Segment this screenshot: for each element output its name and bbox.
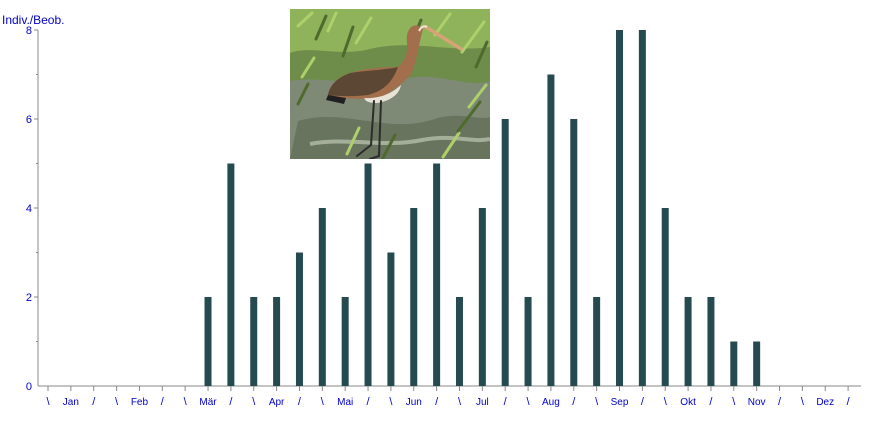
x-tick-label: / — [641, 396, 645, 408]
bar — [570, 119, 578, 386]
x-tick-label: Jan — [63, 397, 79, 408]
x-tick-label: Nov — [748, 397, 766, 408]
bar — [524, 297, 532, 386]
x-tick-label: \ — [46, 396, 50, 408]
x-tick-label: / — [229, 396, 233, 408]
bar — [364, 163, 372, 386]
y-tick-label: 8 — [26, 25, 32, 37]
bar — [433, 163, 441, 386]
bar — [341, 297, 349, 386]
bar — [478, 208, 486, 386]
x-tick-label: / — [161, 396, 165, 408]
bar — [707, 297, 715, 386]
bar — [684, 297, 692, 386]
bar — [753, 341, 761, 386]
x-tick-label: Dez — [816, 397, 834, 408]
x-tick-label: / — [435, 396, 439, 408]
bar — [730, 341, 738, 386]
x-tick-label: \ — [321, 396, 325, 408]
bar — [318, 208, 326, 386]
x-tick-label: \ — [184, 396, 188, 408]
x-tick-label: Jun — [406, 397, 422, 408]
x-tick-label: Mär — [199, 397, 217, 408]
bar — [387, 252, 395, 386]
x-tick-label: \ — [458, 396, 462, 408]
bar — [593, 297, 601, 386]
y-axis-label: Indiv./Beob. — [2, 13, 65, 27]
x-tick-label: Mai — [337, 397, 353, 408]
bar — [661, 208, 669, 386]
x-axis-ticks: \ Jan / \ Feb / \ Mär / \ Apr / \ Mai / \ Jun / \ Jul / \ Aug /… — [46, 386, 851, 408]
y-tick-label: 2 — [26, 292, 32, 304]
y-tick-label: 0 — [26, 381, 32, 393]
bar — [204, 297, 212, 386]
x-tick-label: Jul — [476, 397, 489, 408]
x-tick-label: \ — [595, 396, 599, 408]
y-tick-label: 4 — [26, 203, 32, 215]
bar — [501, 119, 509, 386]
bar — [273, 297, 281, 386]
x-tick-label: / — [847, 396, 851, 408]
y-axis-ticks: 0 2 4 6 8 — [26, 25, 38, 393]
x-tick-label: Sep — [611, 397, 629, 408]
bar — [455, 297, 463, 386]
x-tick-label: Apr — [269, 397, 285, 408]
bar — [547, 74, 555, 386]
x-tick-label: \ — [527, 396, 531, 408]
x-tick-label: / — [92, 396, 96, 408]
x-tick-label: / — [709, 396, 713, 408]
bar — [410, 208, 418, 386]
x-tick-label: Aug — [542, 397, 560, 408]
x-tick-label: \ — [389, 396, 393, 408]
x-tick-label: Feb — [131, 397, 149, 408]
x-tick-label: Okt — [680, 397, 696, 408]
x-tick-label: / — [298, 396, 302, 408]
x-tick-label: \ — [664, 396, 668, 408]
x-tick-label: \ — [732, 396, 736, 408]
x-tick-label: / — [572, 396, 576, 408]
x-tick-label: / — [504, 396, 508, 408]
bar — [295, 252, 303, 386]
godwit-photo — [290, 9, 490, 159]
x-tick-label: \ — [801, 396, 805, 408]
bar — [616, 30, 623, 386]
x-tick-label: \ — [252, 396, 256, 408]
x-tick-label: / — [367, 396, 371, 408]
x-tick-label: / — [778, 396, 782, 408]
x-tick-label: \ — [115, 396, 119, 408]
bar — [227, 163, 235, 386]
bar — [638, 30, 646, 386]
chart-bars — [204, 30, 761, 386]
bar — [250, 297, 258, 386]
y-tick-label: 6 — [26, 114, 32, 126]
